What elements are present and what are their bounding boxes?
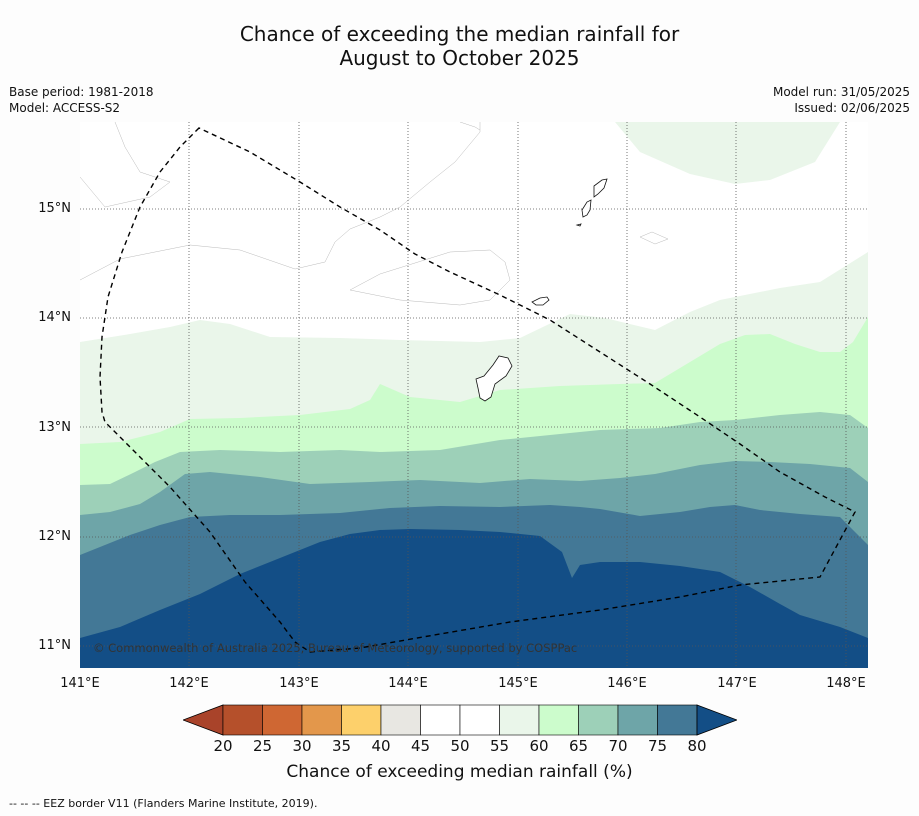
rota-island [531,296,550,306]
colorbar-segment [380,704,421,736]
colorbar-segment [578,704,619,736]
colorbar-tick-label: 20 [213,737,233,755]
colorbar-segment [538,704,579,736]
aguijan-island [575,223,582,227]
colorbar-tick-label: 80 [687,737,707,755]
title-line-2: August to October 2025 [339,46,580,70]
colorbar-tick-label: 50 [450,737,470,755]
saipan-island [593,178,608,198]
guam-island [475,355,513,402]
colorbar-svg [181,704,739,736]
x-tick-148: 148°E [826,676,866,691]
islands [475,178,669,402]
colorbar [181,704,739,736]
colorbar-segment [617,704,658,736]
colorbar-segment [459,704,500,736]
colorbar-tick-label: 45 [410,737,431,755]
colorbar-segment [262,704,303,736]
contour-line [459,122,481,131]
y-tick-12n: 12°N [38,529,71,544]
model-run: Model run: 31/05/2025 [772,85,910,99]
colorbar-segment [420,704,461,736]
contour-line [80,122,171,208]
tinian-island [581,199,592,218]
colorbar-extend-high [696,704,739,736]
colorbar-segment [222,704,263,736]
gridlines [80,122,868,668]
eez-border [99,127,856,653]
colorbar-title: Chance of exceeding median rainfall (%) [286,762,633,782]
contour-islet [639,231,669,245]
x-tick-144: 144°E [388,676,428,691]
colorbar-tick-label: 25 [252,737,273,755]
meta-left: Base period: 1981-2018 Model: ACCESS-S2 [9,84,154,116]
contour-line [349,249,511,306]
colorbar-tick-label: 75 [647,737,668,755]
x-tick-145: 145°E [498,676,538,691]
band-above-80 [80,529,868,668]
issued-date: Issued: 02/06/2025 [794,101,910,115]
contour-line [80,122,481,281]
base-period: Base period: 1981-2018 [9,85,154,99]
colorbar-tick-label: 55 [489,737,510,755]
y-tick-15n: 15°N [38,201,71,216]
colorbar-tick-label: 65 [568,737,589,755]
eez-footnote: -- -- -- EEZ border V11 (Flanders Marine… [9,797,318,810]
x-tick-143: 143°E [279,676,319,691]
map-title: Chance of exceeding the median rainfall … [0,22,919,70]
x-tick-142: 142°E [169,676,209,691]
rainfall-map [80,122,868,668]
x-tick-146: 146°E [607,676,647,691]
y-tick-11n: 11°N [38,638,71,653]
copyright-text: © Commonwealth of Australia 2025, Bureau… [93,641,578,655]
y-tick-13n: 13°N [38,420,71,435]
colorbar-segment [499,704,540,736]
colorbar-tick-label: 60 [529,737,549,755]
x-tick-141: 141°E [60,676,100,691]
meta-right: Model run: 31/05/2025 Issued: 02/06/2025 [773,84,910,116]
colorbar-segment [301,704,342,736]
title-line-1: Chance of exceeding the median rainfall … [239,22,680,46]
colorbar-tick-label: 70 [608,737,628,755]
model-name: Model: ACCESS-S2 [9,101,121,115]
colorbar-tick-label: 30 [292,737,312,755]
colorbar-tick-label: 40 [371,737,391,755]
band-55-60-top [615,122,868,184]
colorbar-tick-label: 35 [331,737,352,755]
colorbar-segment [341,704,382,736]
colorbar-segment [657,704,698,736]
map-svg [80,122,868,668]
x-tick-147: 147°E [717,676,757,691]
y-tick-14n: 14°N [38,310,71,325]
colorbar-extend-low [181,704,224,736]
